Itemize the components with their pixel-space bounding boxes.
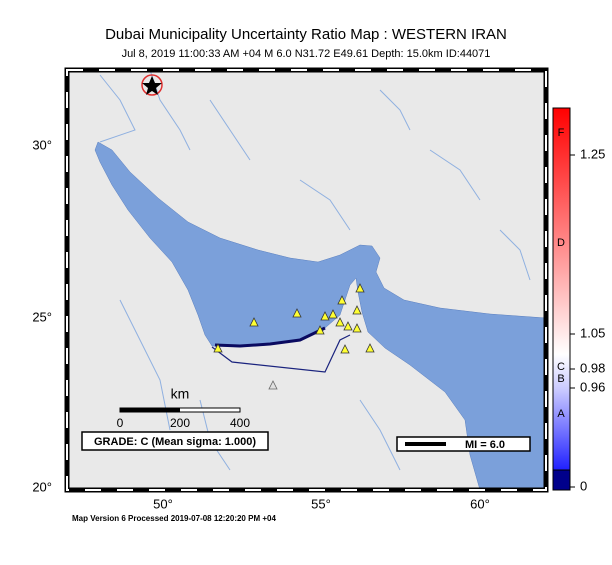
- colorbar-label: 0: [580, 478, 587, 493]
- grade-letter: B: [557, 373, 564, 385]
- magnitude-legend: MI = 6.0: [465, 439, 505, 451]
- colorbar-label: 0.98: [580, 360, 605, 375]
- lon-label: 60°: [470, 496, 490, 511]
- coast-islands: [214, 326, 326, 348]
- grade-letter: A: [557, 408, 565, 420]
- magnitude-box: [396, 436, 531, 452]
- map-frame-ticks: [66, 69, 547, 491]
- scale-bar: km 0 200 400: [117, 386, 251, 430]
- scale-label: 400: [230, 416, 250, 430]
- lat-label: 25°: [32, 309, 52, 324]
- grade-letter: C: [557, 361, 565, 373]
- lat-label: 20°: [32, 479, 52, 494]
- lon-label: 55°: [311, 496, 331, 511]
- colorbar-label: 0.96: [580, 379, 605, 394]
- grade: GRADE: C (Mean sigma: 1.000): [94, 436, 256, 448]
- scale-label: 0: [117, 416, 124, 430]
- colorbar: F D C B A 1.25 1.05 0.98 0.96 0: [552, 107, 605, 493]
- lat-label: 30°: [32, 137, 52, 152]
- footer: Map Version 6 Processed 2019-07-08 12:20…: [72, 514, 276, 523]
- colorbar-label: 1.05: [580, 325, 605, 340]
- scale-unit: km: [171, 386, 190, 402]
- lon-label: 50°: [153, 496, 173, 511]
- colorbar-label: 1.25: [580, 146, 605, 161]
- title: Dubai Municipality Uncertainty Ratio Map…: [105, 26, 507, 43]
- epicenter: [141, 74, 163, 96]
- stations: [213, 283, 375, 390]
- map: [67, 70, 546, 490]
- border: [211, 334, 351, 373]
- grade-letter: D: [557, 237, 565, 249]
- grade-box: [81, 431, 269, 451]
- scale-label: 200: [170, 416, 190, 430]
- grade-letter: F: [558, 127, 565, 139]
- water: [94, 141, 546, 490]
- subtitle: Jul 8, 2019 11:00:33 AM +04 M 6.0 N31.72…: [122, 48, 491, 60]
